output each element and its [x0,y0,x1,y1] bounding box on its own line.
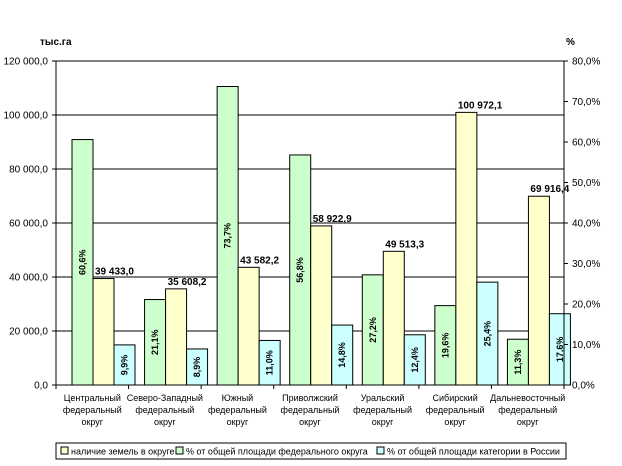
percent-label: 11,3% [513,350,523,375]
left-tick-label: 100 000,0 [4,111,49,122]
percent-label: 11,0% [265,350,275,375]
legend-label: % от общей площади федерального округа [186,447,368,457]
percent-label: 21,1% [150,330,160,356]
value-label: 58 922,9 [313,214,352,225]
bar [310,225,333,386]
value-label: 39 433,0 [95,267,134,278]
value-label: 35 608,2 [168,277,207,288]
right-tick-label: 60,0% [572,138,600,149]
legend-swatch [60,446,69,455]
category-label: округ [154,417,176,427]
percent-label: 12,4% [410,347,420,373]
category-label: Северо-Западный [127,393,203,403]
right-axis-unit: % [566,37,575,48]
percent-label: 8,9% [192,357,202,378]
percent-label: 56,8% [295,257,305,283]
value-label: 43 582,2 [240,255,279,266]
right-tick-label: 70,0% [572,97,600,108]
bar [92,278,115,386]
category-label: округ [227,417,249,427]
percent-label: 73,7% [223,223,233,249]
percent-label: 9,9% [120,355,130,376]
right-tick-label: 80,0% [572,57,600,68]
legend: наличие земель в округе % от общей площад… [55,442,567,460]
category-label: округ [444,417,466,427]
percent-label: 27,2% [368,317,378,343]
category-label: федеральный [208,405,267,415]
category-label: округ [299,417,321,427]
category-label: Уральский [361,393,405,403]
category-label: федеральный [426,405,485,415]
category-label: Дальневосточный [490,393,565,403]
right-tick-label: 20,0% [572,300,600,311]
category-label: округ [517,417,539,427]
bar [237,266,260,386]
right-tick-label: 30,0% [572,259,600,270]
bar [382,250,405,386]
category-label: Южный [222,393,254,403]
bars [71,86,571,386]
left-tick-label: 120 000,0 [4,57,49,68]
category-label: Центральный [64,393,121,403]
percent-label: 19,6% [440,333,450,359]
percent-label: 25,4% [482,321,492,347]
left-tick-label: 60 000,0 [9,219,48,230]
right-tick-label: 40,0% [572,219,600,230]
legend-swatch [376,446,385,455]
category-label: округ [81,417,103,427]
category-label: округ [372,417,394,427]
left-tick-label: 80 000,0 [9,165,48,176]
left-tick-label: 40 000,0 [9,273,48,284]
left-axis-unit: тыс.га [40,37,72,48]
category-label: федеральный [353,405,412,415]
value-label: 100 972,1 [458,100,503,111]
bar [165,288,188,386]
category-label: Сибирский [433,393,478,403]
left-tick-label: 0,0 [34,381,48,392]
legend-label: % от общей площади категории в России [387,447,560,457]
bar [527,195,550,386]
legend-label: наличие земель в округе [71,447,175,457]
value-label: 49 513,3 [385,239,424,250]
data-labels: 60,6% 39 433,0 9,9% 21,1% 35 608,2 8,9% 73,7% 4… [78,100,570,377]
percent-label: 60,6% [78,250,88,276]
right-tick-label: 0,0% [572,381,595,392]
category-label: федеральный [63,405,122,415]
right-tick-label: 10,0% [572,340,600,351]
bar [455,111,478,386]
percent-label: 17,6% [555,337,565,363]
value-label: 69 916,4 [530,184,569,195]
left-tick-label: 20 000,0 [9,327,48,338]
category-label: федеральный [498,405,557,415]
axes: 0,0 20 000,0 40 000,0 60 000,0 80 000,0 100 0… [4,57,601,428]
right-tick-label: 50,0% [572,178,600,189]
category-label: федеральный [135,405,194,415]
legend-swatch [175,446,184,455]
percent-label: 14,8% [337,342,347,368]
category-label: федеральный [281,405,340,415]
category-label: Приволжский [282,393,338,403]
